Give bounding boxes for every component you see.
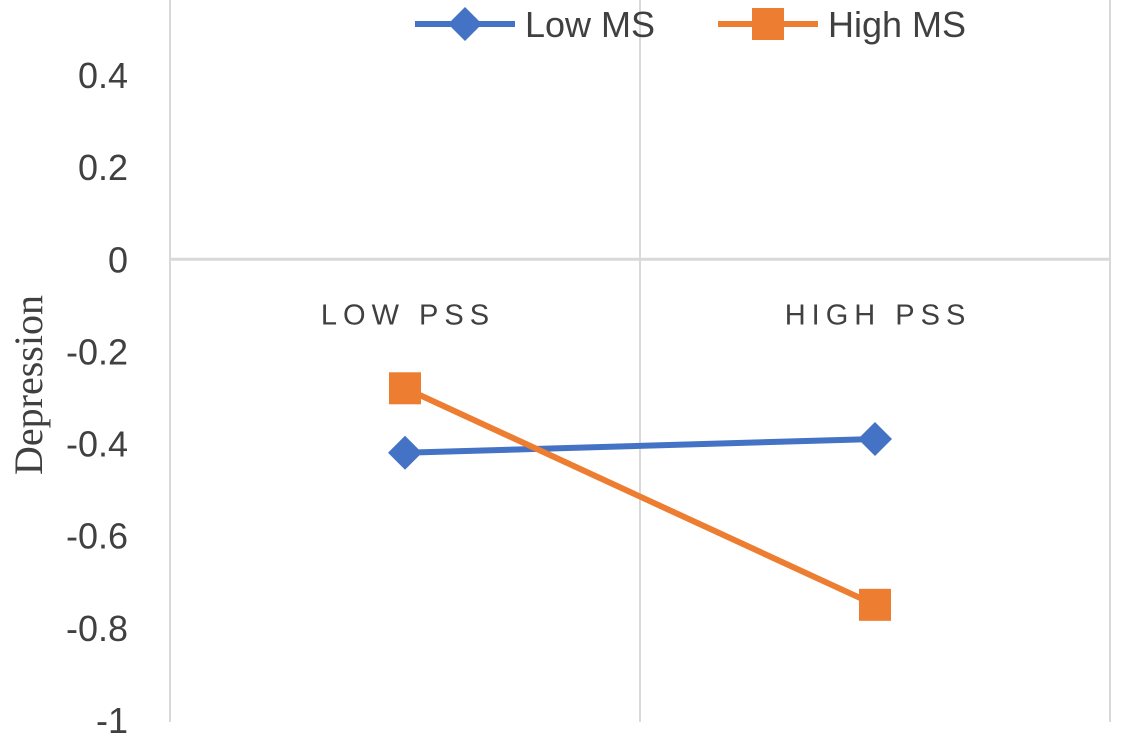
series-lines [403,385,877,608]
category-labels: LOW PSS HIGH PSS [321,299,972,331]
y-axis-ticks: 0.4 0.2 0 -0.2 -0.4 -0.6 -0.8 -1 [66,55,128,741]
series-line [403,385,877,608]
legend: Low MS High MS [415,4,966,45]
data-point-diamond [388,435,422,470]
legend-marker-square [752,8,784,40]
y-tick-label: -0.2 [66,331,128,372]
data-point-diamond [858,421,892,456]
y-tick-label: -1 [96,700,128,741]
legend-marker-diamond [448,7,482,41]
y-axis-label: Depression [6,295,51,475]
y-tick-label: 0.2 [78,147,128,188]
category-label: HIGH PSS [785,299,972,331]
grid-lines [169,0,1111,722]
data-point-square [389,372,421,405]
y-tick-label: -0.8 [66,608,128,649]
y-tick-label: 0.4 [78,55,128,96]
legend-label: Low MS [525,4,655,45]
legend-label: High MS [828,4,966,45]
series-markers [388,372,892,621]
y-tick-label: -0.6 [66,516,128,557]
series-line [404,435,876,456]
data-point-square [859,588,891,621]
y-tick-label: 0 [108,239,128,280]
y-tick-label: -0.4 [66,424,128,465]
category-label: LOW PSS [321,299,495,331]
